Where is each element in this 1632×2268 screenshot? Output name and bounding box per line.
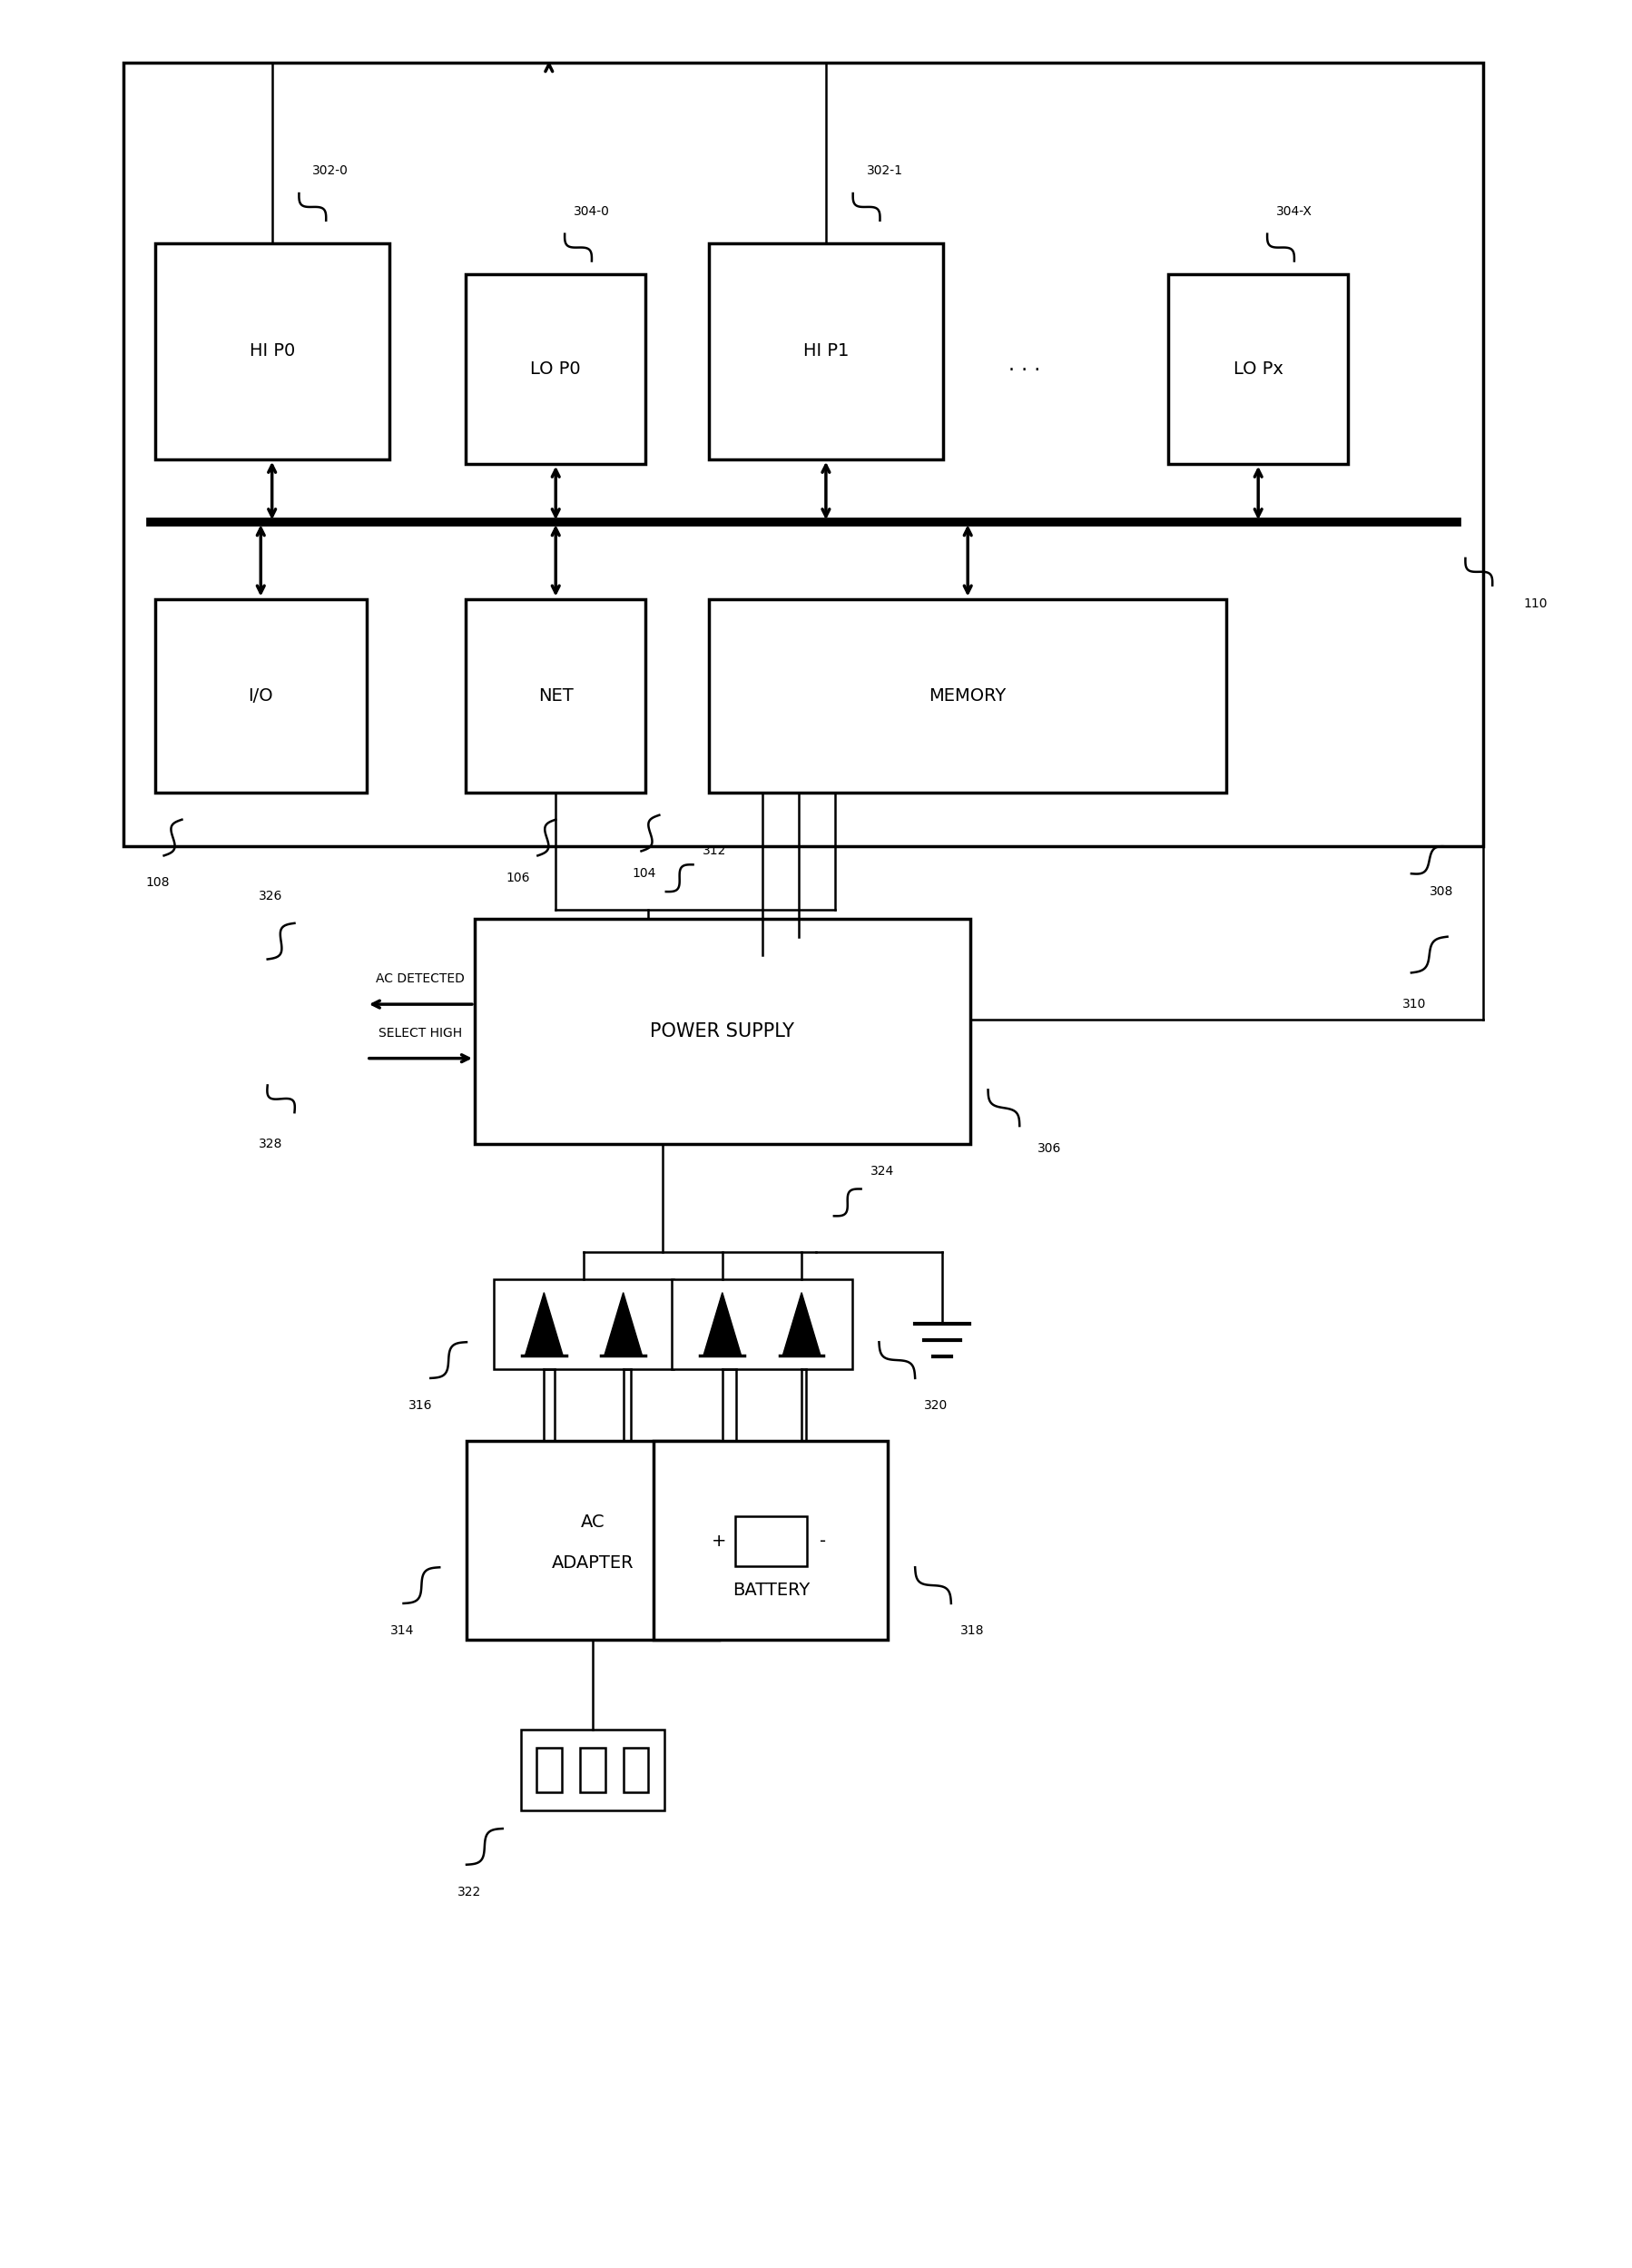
Bar	[475, 919, 969, 1143]
Text: 302-1: 302-1	[867, 166, 902, 177]
Text: 318: 318	[960, 1624, 984, 1637]
Text: AC: AC	[581, 1513, 604, 1531]
Text: POWER SUPPLY: POWER SUPPLY	[650, 1023, 795, 1041]
Text: 304-X: 304-X	[1276, 204, 1312, 218]
Bar	[708, 599, 1226, 792]
Text: 324: 324	[870, 1163, 893, 1177]
Bar	[579, 1749, 605, 1792]
Bar	[1167, 274, 1348, 463]
Text: BATTERY: BATTERY	[731, 1581, 809, 1599]
Bar	[155, 243, 388, 458]
Polygon shape	[526, 1293, 563, 1356]
Bar	[653, 1440, 888, 1640]
Polygon shape	[604, 1293, 641, 1356]
Bar	[465, 599, 645, 792]
Bar	[708, 243, 942, 458]
Text: +: +	[712, 1533, 726, 1549]
Text: LO Px: LO Px	[1232, 361, 1283, 379]
Text: LO P0: LO P0	[530, 361, 581, 379]
Bar	[124, 64, 1482, 846]
Text: AC DETECTED: AC DETECTED	[375, 973, 465, 984]
Text: I/O: I/O	[248, 687, 273, 705]
Polygon shape	[782, 1293, 819, 1356]
Bar	[671, 1279, 852, 1370]
Text: HI P0: HI P0	[250, 342, 295, 361]
Text: 302-0: 302-0	[312, 166, 349, 177]
Text: 320: 320	[924, 1399, 948, 1411]
Bar	[155, 599, 366, 792]
Text: 304-0: 304-0	[573, 204, 610, 218]
Text: SELECT HIGH: SELECT HIGH	[379, 1027, 462, 1039]
Text: 108: 108	[145, 875, 170, 889]
Bar	[623, 1749, 648, 1792]
Text: 312: 312	[702, 844, 726, 857]
Bar	[493, 1279, 674, 1370]
Text: MEMORY: MEMORY	[929, 687, 1005, 705]
Text: -: -	[819, 1533, 826, 1549]
Text: . . .: . . .	[1007, 356, 1040, 374]
Bar	[537, 1749, 561, 1792]
Text: 308: 308	[1428, 885, 1452, 898]
Bar	[467, 1440, 718, 1640]
Bar	[734, 1517, 806, 1567]
Text: 104: 104	[632, 866, 656, 880]
Text: NET: NET	[539, 687, 573, 705]
Bar	[465, 274, 645, 463]
Text: 316: 316	[408, 1399, 432, 1411]
Text: ADAPTER: ADAPTER	[552, 1554, 633, 1572]
Text: 106: 106	[506, 871, 530, 885]
Text: 326: 326	[258, 889, 282, 903]
Text: 306: 306	[1036, 1143, 1061, 1154]
Text: 310: 310	[1402, 998, 1425, 1012]
Text: 328: 328	[258, 1139, 282, 1150]
Polygon shape	[703, 1293, 741, 1356]
Bar	[521, 1730, 664, 1810]
Text: 110: 110	[1523, 596, 1547, 610]
Text: 322: 322	[457, 1885, 481, 1898]
Text: 314: 314	[390, 1624, 413, 1637]
Text: HI P1: HI P1	[803, 342, 849, 361]
